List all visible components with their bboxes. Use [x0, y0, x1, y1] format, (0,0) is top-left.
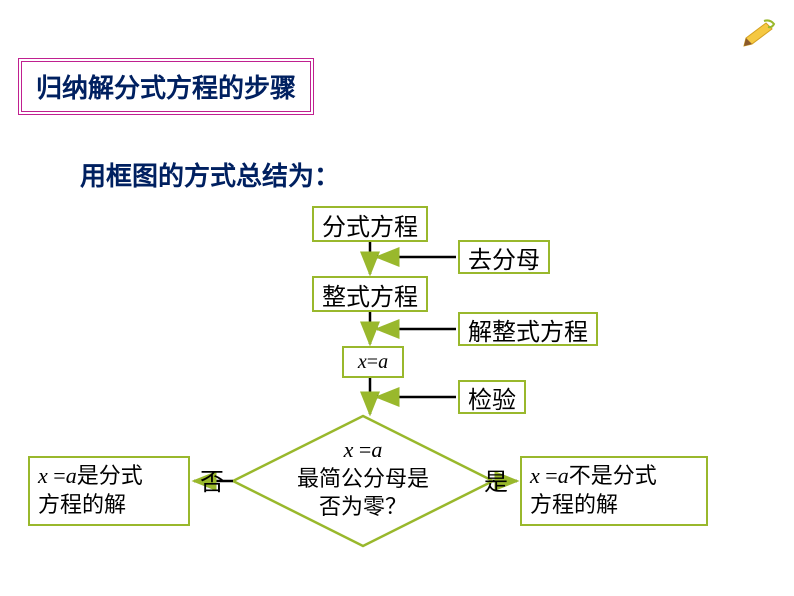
dec-eq: = — [359, 437, 371, 462]
step1-box: 分式方程 — [312, 206, 428, 242]
side1-box: 去分母 — [458, 240, 550, 274]
step1-label: 分式方程 — [322, 207, 418, 242]
title-box: 归纳解分式方程的步骤 — [18, 58, 314, 115]
rr-eq: = — [545, 463, 557, 488]
side3-box: 检验 — [458, 380, 526, 414]
step3-box: x =a — [342, 346, 404, 378]
rr-t2: 方程的解 — [530, 491, 657, 520]
lr-t1: 是分式 — [77, 463, 143, 488]
subtitle-text: 用框图的方式总结为： — [80, 156, 340, 193]
label-no: 否 — [200, 462, 224, 497]
dec-var: x — [344, 437, 359, 462]
lr-val: a — [66, 463, 77, 488]
pencil-icon — [736, 18, 776, 48]
title-text: 归纳解分式方程的步骤 — [36, 74, 296, 103]
side3-label: 检验 — [468, 380, 516, 415]
step3-eq: = — [367, 351, 378, 374]
lr-t2: 方程的解 — [38, 491, 143, 520]
rr-var: x — [530, 463, 545, 488]
label-yes: 是 — [484, 462, 508, 497]
left-result-box: x =a是分式 方程的解 — [28, 456, 190, 526]
side2-label: 解整式方程 — [468, 312, 588, 347]
step3-val: a — [378, 351, 388, 374]
lr-var: x — [38, 463, 53, 488]
side2-box: 解整式方程 — [458, 312, 598, 346]
decision-text: x =a 最简公分母是 否为零？ — [283, 436, 443, 522]
step2-label: 整式方程 — [322, 277, 418, 312]
side1-label: 去分母 — [468, 240, 540, 275]
rr-t1: 不是分式 — [569, 463, 657, 488]
lr-eq: = — [53, 463, 65, 488]
dec-line3: 否为零？ — [283, 493, 443, 522]
rr-val: a — [558, 463, 569, 488]
step2-box: 整式方程 — [312, 276, 428, 312]
dec-val: a — [371, 437, 382, 462]
dec-line2: 最简公分母是 — [283, 465, 443, 494]
right-result-box: x =a不是分式 方程的解 — [520, 456, 708, 526]
step3-var: x — [358, 351, 367, 374]
